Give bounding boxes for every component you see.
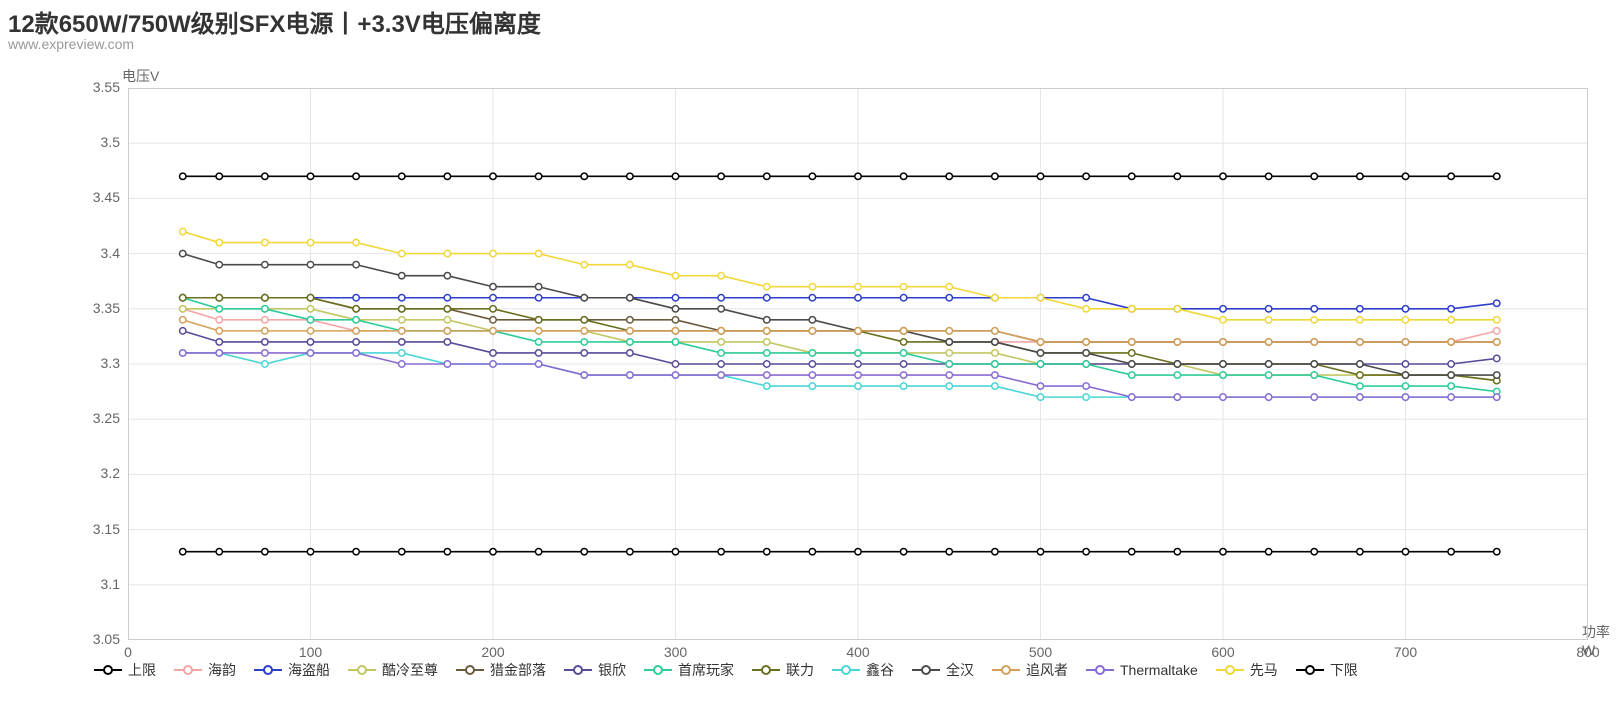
legend-label: 下限: [1330, 660, 1358, 680]
legend-item[interactable]: Thermaltake: [1086, 660, 1198, 680]
legend-label: 酷冷至尊: [382, 660, 438, 680]
x-tick-label: 600: [1211, 644, 1234, 660]
legend-label: 上限: [128, 660, 156, 680]
legend-label: Thermaltake: [1120, 662, 1198, 678]
legend-item[interactable]: 鑫谷: [832, 660, 894, 680]
y-tick-label: 3.2: [70, 465, 120, 481]
y-tick-label: 3.5: [70, 134, 120, 150]
x-tick-label: 800: [1576, 644, 1599, 660]
legend-item[interactable]: 全汉: [912, 660, 974, 680]
legend-label: 银欣: [598, 660, 626, 680]
y-tick-label: 3.4: [70, 245, 120, 261]
legend-item[interactable]: 银欣: [564, 660, 626, 680]
legend-item[interactable]: 联力: [752, 660, 814, 680]
legend-item[interactable]: 上限: [94, 660, 156, 680]
chart-title: 12款650W/750W级别SFX电源丨+3.3V电压偏离度: [8, 4, 541, 39]
x-tick-label: 700: [1394, 644, 1417, 660]
legend-label: 先马: [1250, 660, 1278, 680]
y-tick-label: 3.15: [70, 521, 120, 537]
y-tick-label: 3.25: [70, 410, 120, 426]
chart-legend: 上限 海韵 海盗船 酷冷至尊 猎金部落 银欣 首席玩家 联力 鑫谷 全汉 追风者 Thermaltak…: [94, 660, 1604, 680]
y-tick-label: 3.1: [70, 576, 120, 592]
legend-label: 全汉: [946, 660, 974, 680]
x-tick-label: 200: [481, 644, 504, 660]
line-chart-plot: [128, 88, 1588, 640]
legend-label: 联力: [786, 660, 814, 680]
y-tick-label: 3.05: [70, 631, 120, 647]
legend-item[interactable]: 先马: [1216, 660, 1278, 680]
legend-label: 追风者: [1026, 660, 1068, 680]
legend-item[interactable]: 首席玩家: [644, 660, 734, 680]
y-tick-label: 3.3: [70, 355, 120, 371]
y-axis-label: 电压V: [122, 66, 159, 86]
x-tick-label: 500: [1029, 644, 1052, 660]
legend-label: 海盗船: [288, 660, 330, 680]
legend-item[interactable]: 酷冷至尊: [348, 660, 438, 680]
legend-item[interactable]: 下限: [1296, 660, 1358, 680]
x-tick-label: 100: [299, 644, 322, 660]
y-tick-label: 3.45: [70, 189, 120, 205]
legend-label: 鑫谷: [866, 660, 894, 680]
legend-item[interactable]: 海韵: [174, 660, 236, 680]
y-tick-label: 3.55: [70, 79, 120, 95]
x-tick-label: 0: [124, 644, 132, 660]
legend-label: 首席玩家: [678, 660, 734, 680]
legend-item[interactable]: 猎金部落: [456, 660, 546, 680]
x-tick-label: 400: [846, 644, 869, 660]
legend-label: 猎金部落: [490, 660, 546, 680]
legend-item[interactable]: 追风者: [992, 660, 1068, 680]
y-tick-label: 3.35: [70, 300, 120, 316]
chart-subtitle: www.expreview.com: [8, 36, 134, 52]
legend-label: 海韵: [208, 660, 236, 680]
x-tick-label: 300: [664, 644, 687, 660]
legend-item[interactable]: 海盗船: [254, 660, 330, 680]
